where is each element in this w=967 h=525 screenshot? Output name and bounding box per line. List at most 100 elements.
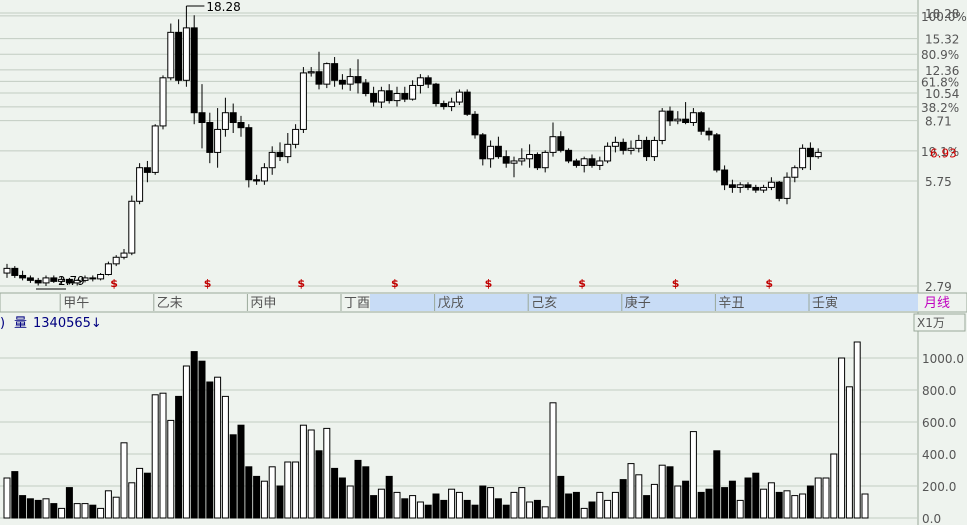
volume-bar — [97, 507, 105, 519]
volume-bar — [580, 507, 588, 519]
volume-bar — [635, 474, 643, 519]
dividend-marker-icon: $ — [765, 277, 773, 290]
candle-body — [549, 136, 557, 153]
volume-bar — [611, 491, 619, 519]
volume-bar — [775, 491, 783, 519]
volume-bar — [167, 419, 175, 519]
candle-body — [237, 122, 245, 129]
candle-body — [518, 158, 526, 162]
volume-bar — [533, 499, 541, 519]
volume-bar — [354, 459, 362, 519]
candle-body — [175, 31, 183, 81]
volume-tick-label: 0.0 — [922, 512, 941, 525]
candle-body — [89, 277, 97, 280]
volume-bar — [494, 498, 502, 519]
candle-body — [604, 145, 612, 162]
candle-body — [479, 134, 487, 160]
candles: 18.28 2.79 — [3, 0, 822, 290]
volume-bar — [541, 506, 549, 519]
percent-tick-label: 61.8% — [921, 75, 959, 89]
volume-bar — [253, 475, 261, 519]
volume-value: 1340565↓ — [33, 316, 102, 331]
year-axis-highlight — [370, 294, 918, 311]
candle-body — [214, 128, 222, 153]
volume-bar — [89, 504, 97, 519]
dividend-marker-icon: $ — [485, 277, 493, 290]
volume-bar — [721, 487, 729, 519]
volume-bar — [362, 466, 370, 519]
volume-bar — [143, 472, 151, 519]
volume-bar — [276, 485, 284, 519]
price-panel — [0, 0, 918, 293]
volume-bar — [666, 466, 674, 519]
volume-bar — [697, 491, 705, 519]
volume-bar — [643, 495, 651, 519]
volume-bar — [136, 467, 144, 519]
volume-bar — [198, 360, 206, 519]
candle-body — [401, 93, 409, 100]
volume-bar — [432, 493, 440, 519]
volume-bar — [81, 503, 89, 519]
volume-bar — [229, 434, 237, 519]
candle-body — [354, 76, 362, 84]
candle-body — [276, 151, 284, 158]
candle-body — [323, 63, 331, 85]
volume-bar — [658, 464, 666, 519]
volume-bar — [58, 507, 66, 519]
candle-body — [728, 184, 736, 188]
volume-bar — [838, 357, 846, 519]
candle-body — [260, 167, 268, 182]
candle-body — [136, 167, 144, 202]
period-label[interactable]: 月线 — [924, 296, 950, 311]
candle-body — [268, 151, 276, 169]
volume-bar — [346, 485, 354, 519]
volume-bar — [128, 482, 136, 519]
volume-bar — [3, 477, 11, 519]
volume-bar — [221, 395, 229, 519]
right-axis-bg — [918, 0, 967, 525]
volume-bar — [214, 376, 222, 519]
year-label: 丁酉 — [344, 296, 370, 311]
candle-body — [736, 184, 744, 188]
candle-body — [791, 167, 799, 178]
price-axis: 18.28 15.32 12.36 10.54 8.71 5.75 2.79 100.0% 80… — [921, 7, 967, 294]
candle-body — [526, 153, 534, 160]
year-label: 丙申 — [250, 296, 276, 311]
candle-body — [253, 179, 261, 182]
candle-body — [284, 143, 292, 158]
percent-tick-label: 80.9% — [921, 48, 959, 62]
volume-bar — [713, 450, 721, 519]
volume-bars — [3, 341, 869, 519]
candle-body — [331, 63, 339, 81]
price-tick-label: 15.32 — [925, 33, 959, 47]
price-tick-label: 12.36 — [925, 64, 959, 78]
volume-bar — [565, 493, 573, 519]
volume-bar — [50, 503, 58, 519]
volume-bar — [799, 493, 807, 519]
candle-body — [502, 156, 510, 164]
candle-body — [143, 167, 151, 173]
candle-body — [432, 83, 440, 105]
candle-body — [487, 145, 495, 160]
volume-bar — [26, 498, 34, 519]
candle-body — [112, 256, 120, 265]
candle-body — [128, 200, 136, 254]
volume-bar — [112, 496, 120, 519]
candle-body — [752, 186, 760, 191]
percent-tick-label: 38.2% — [921, 101, 959, 115]
candle-body — [541, 151, 549, 169]
candle-body — [565, 149, 573, 162]
candle-body — [26, 277, 34, 281]
volume-bar — [705, 488, 713, 519]
candle-body — [19, 274, 27, 279]
candle-body — [674, 118, 682, 122]
volume-axis: 1000.0 800.0 600.0 400.0 200.0 0.0 — [922, 352, 964, 525]
candle-body — [619, 141, 627, 151]
candle-body — [799, 147, 807, 169]
dividend-marker-icon: $ — [578, 277, 586, 290]
candle-body — [721, 169, 729, 186]
dividend-marker-icon: $ — [297, 277, 305, 290]
volume-bar — [338, 477, 346, 519]
candle-body — [611, 141, 619, 147]
candle-body — [643, 139, 651, 158]
